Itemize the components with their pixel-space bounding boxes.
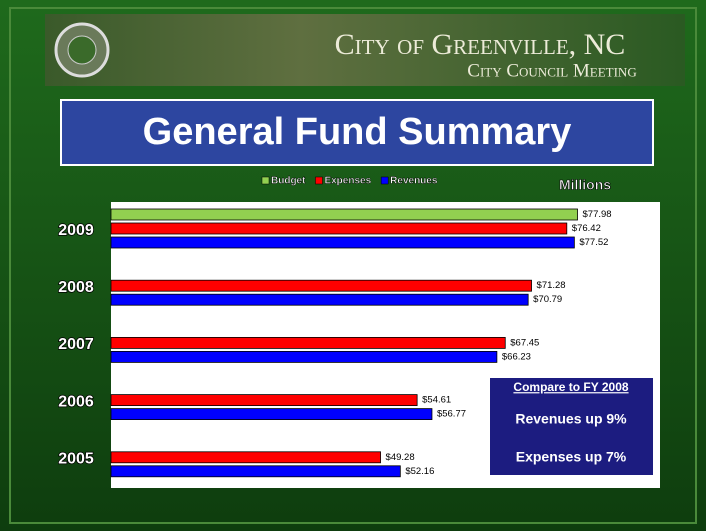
value-label: $49.28 [386,452,415,463]
legend-label: Expenses [324,176,371,187]
value-label: $66.23 [502,351,531,362]
header-title: City of Greenville, NC [335,28,626,61]
bar [111,280,532,291]
value-label: $77.98 [583,209,612,220]
value-label: $70.79 [533,294,562,305]
value-label: $52.16 [405,466,434,477]
y-tick-label: 2007 [58,336,94,353]
legend: Budget Expenses Revenues [262,176,438,187]
slide: City of Greenville, NC City Council Meet… [0,0,706,531]
bar [111,351,497,362]
bar [111,337,505,348]
bar [111,395,417,406]
bar [111,294,528,305]
value-label: $71.28 [537,280,566,291]
legend-swatch [315,177,322,184]
callout-line: Expenses up 7% [516,449,627,465]
chart-title: General Fund Summary [143,111,572,153]
value-label: $67.45 [510,337,539,348]
legend-label: Budget [271,176,306,187]
unit-label: Millions [559,177,611,193]
value-label: $76.42 [572,223,601,234]
callout-title: Compare to FY 2008 [513,380,628,394]
value-label: $77.52 [579,237,608,248]
legend-swatch [381,177,388,184]
value-label: $56.77 [437,409,466,420]
y-tick-label: 2008 [58,279,94,296]
bar [111,237,574,248]
y-tick-label: 2005 [58,451,94,468]
bar [111,223,567,234]
page: {"header": {"title": "City of Greenville… [0,0,706,531]
header-subtitle: City Council Meeting [467,60,636,81]
callout-line: Revenues up 9% [515,411,627,427]
city-seal-inner [68,36,96,64]
legend-label: Revenues [390,176,438,187]
bar [111,452,381,463]
legend-swatch [262,177,269,184]
value-label: $54.61 [422,395,451,406]
bar [111,466,400,477]
y-tick-label: 2009 [58,222,94,239]
bar [111,209,578,220]
y-tick-label: 2006 [58,393,94,410]
bar [111,409,432,420]
